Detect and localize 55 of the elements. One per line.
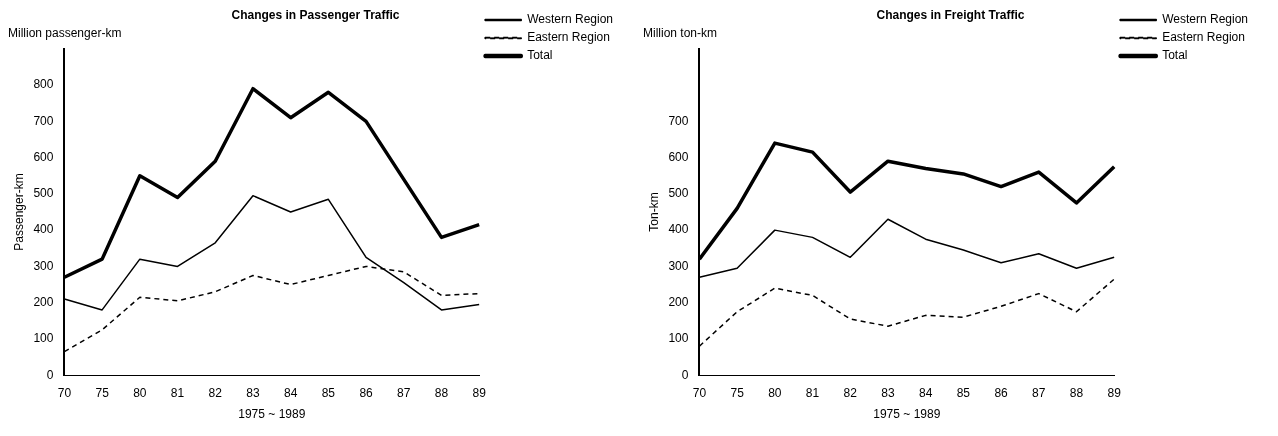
x-tick-label: 81 (170, 385, 185, 400)
y-tick-label: 0 (46, 367, 54, 382)
chart-title: Changes in Freight Traffic (876, 7, 1025, 22)
x-tick-label: 82 (208, 385, 223, 400)
x-tick-label: 83 (881, 385, 895, 400)
y-tick-label: 800 (33, 77, 54, 92)
x-tick-label: 70 (57, 385, 72, 400)
x-tick-label: 70 (692, 385, 707, 400)
y-tick-label: 500 (33, 186, 54, 201)
legend-label: Total (527, 48, 553, 63)
x-tick-label: 87 (1032, 385, 1046, 400)
y-tick-label: 400 (33, 222, 54, 237)
y-tick-label: 0 (681, 367, 689, 382)
y-tick-label: 100 (33, 331, 54, 346)
legend-label: Western Region (1162, 12, 1249, 27)
x-tick-label: 75 (95, 385, 110, 400)
y-tick-label: 600 (33, 149, 54, 164)
x-tick-label: 83 (246, 385, 260, 400)
chart-subtitle: Million ton-km (643, 25, 718, 40)
y-tick-label: 300 (668, 258, 689, 273)
x-tick-label: 86 (359, 385, 374, 400)
x-tick-label: 75 (730, 385, 745, 400)
y-axis-title: Passenger-km (11, 173, 26, 251)
legend-label: Eastern Region (1162, 30, 1245, 45)
y-tick-label: 700 (33, 113, 54, 128)
chart-title: Changes in Passenger Traffic (231, 7, 400, 22)
x-tick-label: 85 (956, 385, 971, 400)
y-tick-label: 400 (668, 222, 689, 237)
y-tick-label: 700 (668, 113, 689, 128)
x-tick-label: 80 (768, 385, 782, 400)
x-tick-label: 82 (843, 385, 858, 400)
x-axis-title: 1975 ~ 1989 (238, 407, 306, 422)
x-tick-label: 89 (1107, 385, 1122, 400)
legend-label: Total (1162, 48, 1188, 63)
x-tick-label: 88 (1069, 385, 1084, 400)
y-tick-label: 600 (668, 149, 689, 164)
y-tick-label: 500 (668, 186, 689, 201)
y-tick-label: 200 (33, 294, 54, 309)
y-axis-title: Ton-km (646, 192, 661, 232)
x-tick-label: 80 (133, 385, 147, 400)
x-tick-label: 86 (994, 385, 1009, 400)
x-tick-label: 89 (472, 385, 487, 400)
x-axis-title: 1975 ~ 1989 (873, 407, 941, 422)
x-tick-label: 81 (805, 385, 820, 400)
x-tick-label: 85 (321, 385, 336, 400)
y-tick-label: 200 (668, 294, 689, 309)
y-tick-label: 300 (33, 258, 54, 273)
chart-subtitle: Million passenger-km (8, 25, 122, 40)
legend-label: Eastern Region (527, 30, 610, 45)
legend-label: Western Region (527, 12, 614, 27)
x-tick-label: 87 (397, 385, 411, 400)
x-tick-label: 84 (283, 385, 298, 400)
x-tick-label: 88 (434, 385, 449, 400)
x-tick-label: 84 (918, 385, 933, 400)
y-tick-label: 100 (668, 331, 689, 346)
